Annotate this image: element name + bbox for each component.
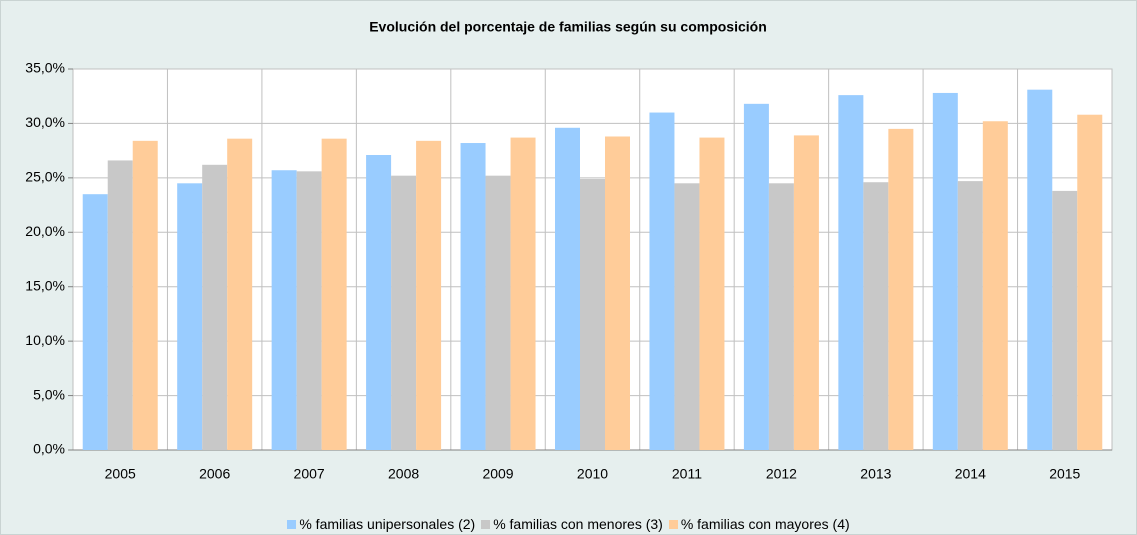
x-tick-label: 2015 — [1049, 466, 1080, 482]
bar — [743, 103, 769, 450]
x-tick-label: 2011 — [672, 466, 702, 482]
bar — [416, 140, 442, 451]
bar — [296, 171, 322, 450]
bar — [932, 92, 958, 450]
legend-item: % familias unipersonales (2) — [287, 516, 475, 532]
legend-label: % familias con mayores (4) — [680, 516, 850, 532]
legend-label: % familias unipersonales (2) — [299, 516, 476, 532]
chart-title: Evolución del porcentaje de familias seg… — [369, 19, 767, 35]
bar — [82, 194, 108, 450]
bar — [510, 137, 536, 450]
bar — [391, 175, 417, 450]
y-tick-label: 0,0% — [33, 441, 65, 457]
bar — [1027, 89, 1053, 450]
bar — [957, 181, 983, 450]
bar — [485, 175, 511, 450]
bar — [460, 143, 486, 450]
y-tick-label: 35,0% — [25, 60, 65, 76]
legend-item: % familias con mayores (4) — [668, 516, 850, 532]
bar — [555, 127, 580, 450]
bar — [793, 135, 819, 450]
legend-swatch — [668, 519, 678, 529]
y-tick-label: 25,0% — [25, 169, 65, 185]
x-tick-label: 2006 — [199, 466, 230, 482]
bar — [321, 138, 347, 450]
bar — [649, 112, 675, 451]
bar — [1077, 114, 1103, 450]
bar — [1052, 190, 1078, 451]
bar — [366, 154, 392, 451]
bar — [227, 138, 253, 450]
bar — [271, 170, 297, 451]
bar — [605, 136, 630, 450]
y-tick-label: 30,0% — [25, 114, 65, 130]
y-tick-label: 20,0% — [25, 223, 65, 239]
x-tick-label: 2014 — [955, 466, 986, 482]
bar — [768, 183, 794, 451]
y-tick-label: 10,0% — [25, 332, 65, 348]
legend-label: % familias con menores (3) — [493, 516, 663, 532]
x-tick-label: 2013 — [860, 466, 891, 482]
x-tick-label: 2012 — [766, 466, 797, 482]
legend: % familias unipersonales (2) % familias c… — [0, 516, 1137, 532]
bar — [699, 137, 725, 450]
bar — [982, 121, 1008, 450]
x-tick-label: 2009 — [482, 466, 513, 482]
x-tick-label: 2008 — [388, 466, 419, 482]
bar — [132, 140, 158, 451]
y-tick-label: 5,0% — [33, 386, 65, 402]
x-tick-label: 2010 — [577, 466, 608, 482]
bar — [863, 182, 889, 450]
y-tick-label: 15,0% — [25, 277, 65, 293]
legend-item: % familias con menores (3) — [481, 516, 663, 532]
bar — [580, 178, 605, 450]
x-tick-label: 2005 — [105, 466, 136, 482]
x-tick-label: 2007 — [294, 466, 325, 482]
bar — [177, 183, 203, 451]
bar — [838, 95, 864, 450]
bar — [888, 128, 914, 450]
legend-swatch — [481, 519, 491, 529]
legend-swatch — [287, 519, 297, 529]
bar — [202, 164, 228, 450]
bar — [107, 160, 133, 450]
bar — [674, 183, 700, 451]
